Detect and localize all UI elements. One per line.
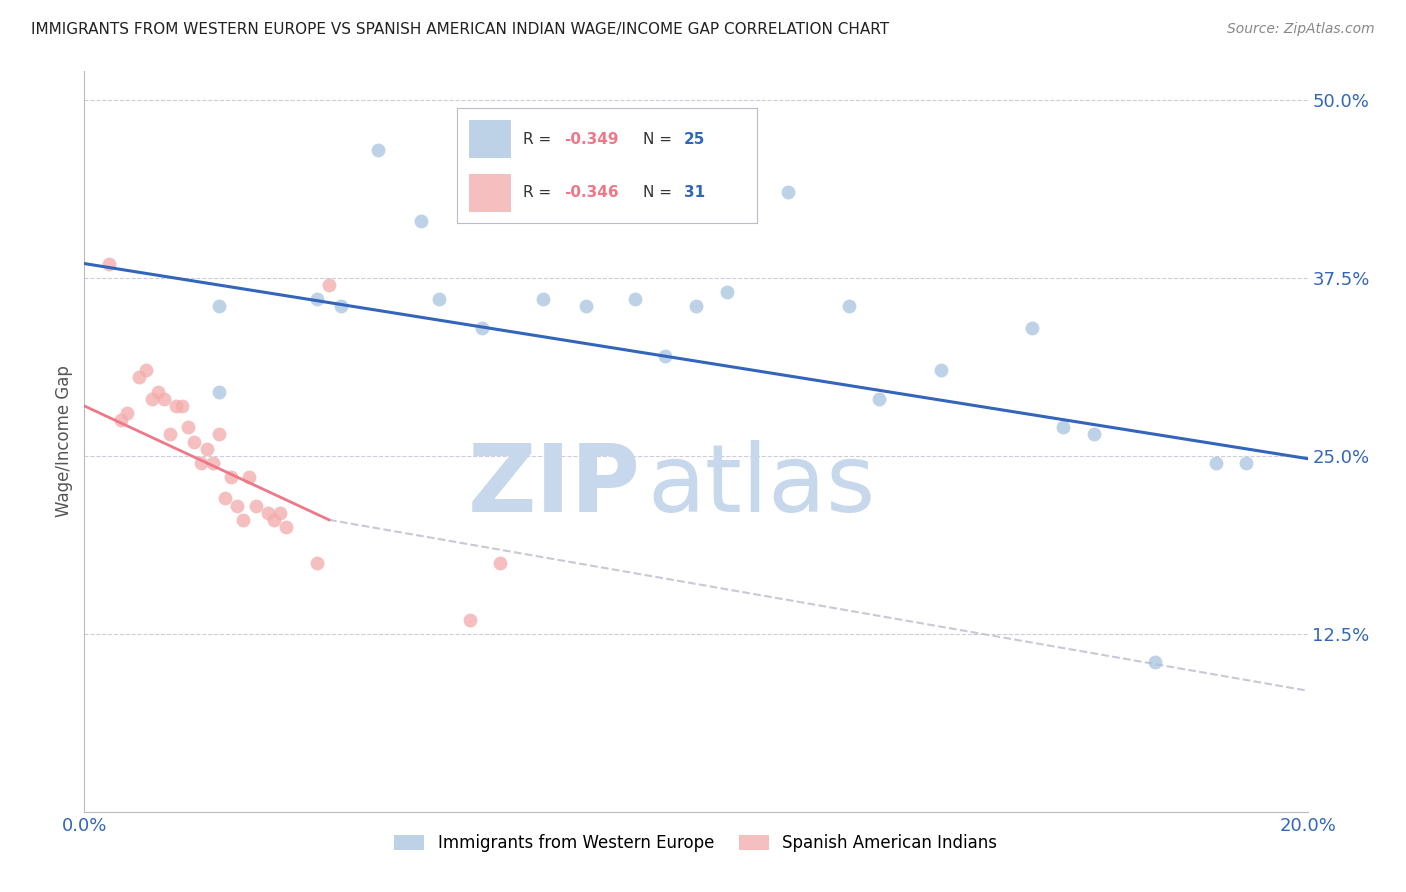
Point: [427, 292, 450, 306]
Point: [838, 299, 860, 313]
Point: [624, 292, 647, 306]
Point: [153, 392, 176, 406]
Point: [869, 392, 891, 406]
Point: [263, 513, 285, 527]
Point: [172, 399, 194, 413]
Point: [305, 556, 328, 570]
Point: [177, 420, 200, 434]
Point: [1021, 320, 1043, 334]
Point: [1205, 456, 1227, 470]
Point: [165, 399, 187, 413]
Point: [208, 427, 231, 442]
Point: [232, 513, 254, 527]
Point: [226, 499, 249, 513]
Point: [575, 299, 598, 313]
Point: [471, 320, 494, 334]
Point: [1143, 655, 1166, 669]
Point: [159, 427, 181, 442]
Point: [776, 186, 799, 200]
Point: [146, 384, 169, 399]
Point: [654, 349, 676, 363]
Legend: Immigrants from Western Europe, Spanish American Indians: Immigrants from Western Europe, Spanish …: [388, 828, 1004, 859]
Point: [110, 413, 132, 427]
Point: [929, 363, 952, 377]
Point: [97, 256, 120, 270]
Point: [195, 442, 218, 456]
Point: [685, 299, 707, 313]
Point: [245, 499, 267, 513]
Point: [219, 470, 242, 484]
Point: [257, 506, 280, 520]
Point: [238, 470, 260, 484]
Text: ZIP: ZIP: [468, 440, 641, 532]
Text: Source: ZipAtlas.com: Source: ZipAtlas.com: [1227, 22, 1375, 37]
Point: [1083, 427, 1105, 442]
Point: [214, 491, 236, 506]
Point: [489, 207, 512, 221]
Y-axis label: Wage/Income Gap: Wage/Income Gap: [55, 366, 73, 517]
Text: atlas: atlas: [647, 440, 876, 532]
Point: [269, 506, 291, 520]
Point: [330, 299, 353, 313]
Point: [1052, 420, 1074, 434]
Point: [141, 392, 163, 406]
Text: IMMIGRANTS FROM WESTERN EUROPE VS SPANISH AMERICAN INDIAN WAGE/INCOME GAP CORREL: IMMIGRANTS FROM WESTERN EUROPE VS SPANIS…: [31, 22, 889, 37]
Point: [458, 613, 481, 627]
Point: [135, 363, 157, 377]
Point: [716, 285, 738, 299]
Point: [531, 292, 554, 306]
Point: [208, 299, 231, 313]
Point: [201, 456, 224, 470]
Point: [409, 214, 432, 228]
Point: [489, 556, 512, 570]
Point: [367, 143, 389, 157]
Point: [305, 292, 328, 306]
Point: [190, 456, 212, 470]
Point: [208, 384, 231, 399]
Point: [276, 520, 298, 534]
Point: [318, 277, 340, 292]
Point: [183, 434, 205, 449]
Point: [115, 406, 138, 420]
Point: [128, 370, 150, 384]
Point: [1236, 456, 1258, 470]
